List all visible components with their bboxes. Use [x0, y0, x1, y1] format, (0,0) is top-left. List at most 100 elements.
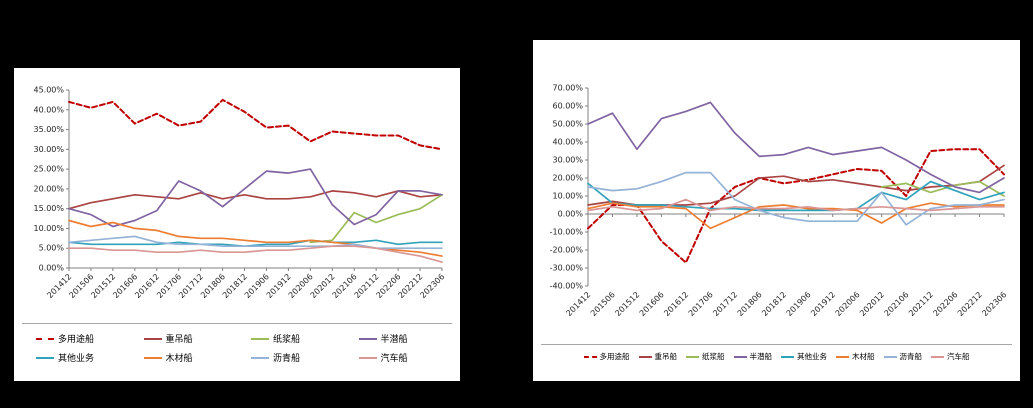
- legend-item-semi-submersible-ship: 半潜船: [345, 329, 453, 348]
- y-tick-label: 20.00%: [552, 174, 583, 183]
- legend-label: 木材船: [165, 354, 193, 364]
- series-line-other-business: [68, 239, 443, 248]
- legend-swatch-multi-purpose-ship: [583, 355, 597, 358]
- y-tick-label: 15.00%: [33, 204, 64, 213]
- legend-swatch-semi-submersible-ship: [358, 337, 377, 340]
- x-tick-label: 201712: [711, 290, 739, 318]
- legend-item-car-carrier: 汽车船: [931, 351, 970, 362]
- x-tick-label: 202012: [858, 290, 886, 318]
- y-tick-label: 0.00%: [558, 210, 584, 219]
- y-tick-label: 40.00%: [552, 138, 583, 147]
- legend-swatch-timber-ship: [143, 356, 162, 359]
- legend-label: 沥青船: [273, 354, 301, 364]
- x-tick-label: 201612: [662, 290, 690, 318]
- x-tick-label: 202106: [883, 290, 911, 318]
- legend-item-asphalt-ship: 沥青船: [883, 351, 923, 362]
- legend-swatch-semi-submersible-ship: [733, 355, 747, 358]
- series-line-asphalt-ship: [587, 171, 1005, 226]
- right-chart-legend: 多用途船 重吊船 纸浆船 半潜船 其他业务 木材船 沥青船 汽车船: [541, 344, 1012, 362]
- y-tick-label: -40.00%: [550, 282, 584, 291]
- x-tick-label: 202306: [980, 290, 1008, 318]
- legend-swatch-other-business: [781, 355, 794, 358]
- legend-label: 半潜船: [749, 352, 773, 361]
- legend-item-multi-purpose-ship: 多用途船: [583, 351, 630, 362]
- series-line-multi-purpose-ship: [587, 148, 1005, 264]
- legend-swatch-pulp-ship: [251, 337, 269, 340]
- legend-swatch-heavy-lift-ship: [143, 337, 162, 340]
- legend-label: 重吊船: [165, 335, 193, 345]
- legend-label: 其他业务: [797, 352, 827, 361]
- x-tick-label: 201412: [564, 290, 592, 318]
- y-tick-label: 45.00%: [33, 86, 64, 95]
- legend-label: 多用途船: [599, 352, 630, 361]
- legend-label: 沥青船: [899, 352, 923, 361]
- series-line-multi-purpose-ship: [68, 98, 443, 151]
- legend-swatch-asphalt-ship: [251, 356, 269, 359]
- left-chart-panel: 0.00% 5.00% 10.00% 15.00% 20.00% 25.00% 30.00%…: [14, 68, 460, 381]
- x-tick-label: 202006: [834, 290, 862, 318]
- legend-swatch-car-carrier: [358, 356, 377, 359]
- legend-swatch-heavy-lift-ship: [638, 355, 652, 358]
- x-tick-label: 201912: [809, 290, 837, 318]
- legend-item-pulp-ship: 纸浆船: [686, 351, 725, 362]
- series-line-semi-submersible-ship: [68, 168, 443, 228]
- series-line-heavy-lift-ship: [68, 190, 443, 210]
- legend-swatch-car-carrier: [931, 355, 944, 358]
- legend-item-timber-ship: 木材船: [130, 348, 238, 367]
- left-chart-legend: 多用途船 重吊船 纸浆船 半潜船其他业务 木材船 沥青船 汽车船: [22, 323, 452, 367]
- series-line-timber-ship: [587, 202, 1005, 230]
- y-tick-label: 30.00%: [552, 156, 583, 165]
- legend-label: 半潜船: [380, 335, 408, 345]
- y-tick-label: -20.00%: [550, 246, 584, 255]
- x-tick-label: 202212: [956, 290, 984, 318]
- legend-item-other-business: 其他业务: [781, 351, 827, 362]
- y-tick-label: 50.00%: [552, 120, 583, 129]
- legend-item-pulp-ship: 纸浆船: [237, 329, 345, 348]
- x-tick-label: 202206: [932, 290, 960, 318]
- series-line-other-business: [587, 180, 1005, 212]
- legend-swatch-other-business: [36, 356, 54, 359]
- y-tick-label: 20.00%: [33, 184, 64, 193]
- legend-item-multi-purpose-ship: 多用途船: [22, 329, 130, 348]
- legend-item-asphalt-ship: 沥青船: [237, 348, 345, 367]
- legend-item-timber-ship: 木材船: [836, 351, 875, 362]
- x-tick-label: 201512: [613, 290, 641, 318]
- x-tick-label: 201906: [785, 290, 813, 318]
- x-tick-label: 201806: [736, 290, 764, 318]
- legend-swatch-timber-ship: [836, 355, 849, 358]
- y-tick-label: 10.00%: [552, 192, 583, 201]
- x-tick-label: 202112: [907, 290, 935, 318]
- legend-label: 其他业务: [58, 354, 95, 364]
- y-tick-label: 60.00%: [552, 102, 583, 111]
- y-tick-label: 5.00%: [39, 244, 65, 253]
- legend-label: 木材船: [852, 352, 875, 361]
- x-tick-label: 202306: [418, 272, 446, 300]
- legend-label: 多用途船: [58, 335, 95, 345]
- y-tick-label: 70.00%: [552, 84, 583, 93]
- y-tick-label: 35.00%: [33, 125, 64, 134]
- series-line-pulp-ship: [880, 180, 1005, 197]
- legend-item-other-business: 其他业务: [22, 348, 130, 367]
- legend-label: 重吊船: [654, 352, 678, 361]
- y-tick-label: 25.00%: [33, 165, 64, 174]
- x-tick-label: 201812: [760, 290, 788, 318]
- legend-label: 纸浆船: [273, 335, 301, 345]
- legend-label: 汽车船: [380, 354, 408, 364]
- y-tick-label: 0.00%: [39, 264, 65, 273]
- legend-item-car-carrier: 汽车船: [345, 348, 453, 367]
- legend-label: 汽车船: [947, 352, 970, 361]
- y-tick-label: -30.00%: [550, 264, 584, 273]
- legend-swatch-multi-purpose-ship: [36, 337, 54, 340]
- legend-swatch-asphalt-ship: [883, 355, 897, 358]
- legend-swatch-pulp-ship: [686, 355, 699, 358]
- series-line-car-carrier: [587, 198, 1005, 212]
- legend-item-semi-submersible-ship: 半潜船: [733, 351, 773, 362]
- legend-item-heavy-lift-ship: 重吊船: [638, 351, 678, 362]
- right-line-chart: -40.00% -30.00% -20.00% -10.00% 0.00% 10.00% 2…: [550, 84, 1009, 319]
- y-tick-label: 40.00%: [33, 105, 64, 114]
- x-tick-label: 201706: [687, 290, 715, 318]
- legend-label: 纸浆船: [702, 352, 725, 361]
- x-tick-label: 201606: [638, 290, 666, 318]
- left-line-chart: 0.00% 5.00% 10.00% 15.00% 20.00% 25.00% 30.00%…: [33, 86, 446, 301]
- right-chart-panel: -40.00% -30.00% -20.00% -10.00% 0.00% 10.00% 2…: [533, 40, 1020, 381]
